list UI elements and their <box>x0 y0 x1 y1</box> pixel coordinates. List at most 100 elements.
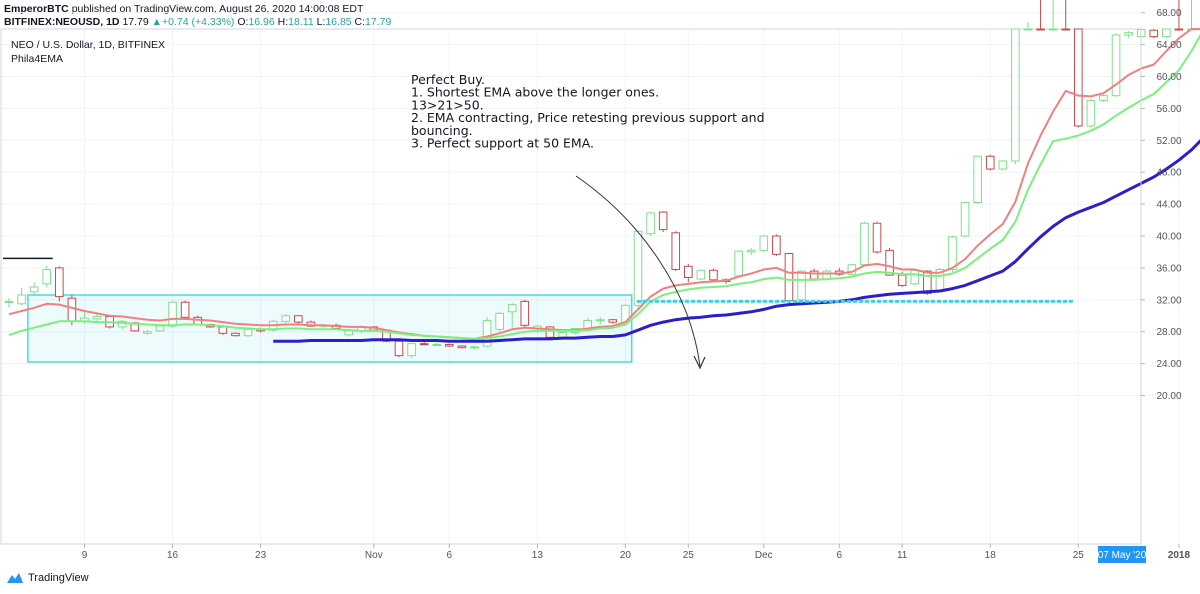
candle-bull <box>1099 94 1108 103</box>
candle-body <box>1149 29 1159 38</box>
time-tick-label: 2018 <box>1168 550 1191 561</box>
candle-bull <box>759 235 769 252</box>
time-tick-label: 18 <box>985 550 997 561</box>
candle-body <box>973 155 982 204</box>
candle-body <box>658 211 668 231</box>
candle-bear <box>885 247 894 276</box>
author-name[interactable]: EmperorBTC <box>4 3 69 15</box>
candle-bull <box>4 298 14 308</box>
candle-bear <box>1036 0 1045 31</box>
candle-bear <box>1174 0 1184 31</box>
price-tick-label: 24.00 <box>1156 359 1181 370</box>
candle-body <box>797 270 806 301</box>
candle-bear <box>671 231 681 272</box>
candle-body <box>457 345 467 349</box>
candle-bull <box>1086 98 1096 128</box>
indicator-legend[interactable]: Phila4EMA <box>11 53 63 65</box>
candle-body <box>507 304 517 313</box>
price-tick-label: 64.00 <box>1156 40 1181 51</box>
price-tick-label: 32.00 <box>1156 295 1181 306</box>
candle-body <box>633 230 643 306</box>
candle-bull <box>860 221 869 267</box>
candle-bull <box>482 317 492 348</box>
candle-bull <box>1111 33 1121 98</box>
candle-bull <box>633 230 643 308</box>
candle-body <box>545 326 555 338</box>
time-tick-label: 6 <box>836 550 842 561</box>
footer: TradingView <box>6 572 89 584</box>
time-tick-label: 20 <box>620 550 632 561</box>
candle-bull <box>1124 31 1133 39</box>
candle-bull <box>407 342 416 359</box>
chart-grid <box>1 12 1180 544</box>
candle-body <box>671 232 681 270</box>
candle-bear <box>294 314 303 324</box>
symbol-label: BITFINEX:NEOUSD, 1D <box>4 16 120 28</box>
time-tick-label: 25 <box>1073 550 1085 561</box>
candle-bear <box>520 299 530 327</box>
candle-bear <box>231 332 240 337</box>
candle-bear <box>784 252 794 302</box>
candle-body <box>985 155 995 170</box>
time-tick-label: 25 <box>683 550 695 561</box>
candle-bull <box>797 270 806 302</box>
candle-bear <box>1149 29 1159 39</box>
candle-body <box>608 319 618 323</box>
candle-body <box>734 250 743 277</box>
candle-body <box>646 212 655 235</box>
price-axis: 20.00 24.00 28.00 32.00 36.00 40.00 44.00 48.00… <box>1140 8 1182 544</box>
price-tick-label: 68.00 <box>1156 8 1181 19</box>
time-axis: 9 16 23 Nov 6 13 20 25 Dec 6 11 18 25 2018 07 May '20 <box>82 544 1191 563</box>
candle-body <box>923 270 932 294</box>
price-tick-label: 20.00 <box>1156 391 1181 402</box>
price-tick-label: 44.00 <box>1156 200 1181 211</box>
candle-body <box>948 236 957 270</box>
candle-bull <box>495 311 504 332</box>
candle-body <box>419 343 429 346</box>
candle-bull <box>92 313 102 323</box>
candle-body <box>885 249 894 276</box>
close-label: C: <box>354 16 366 28</box>
time-tick-label: 13 <box>532 550 544 561</box>
candle-bull <box>17 287 26 306</box>
instrument-legend[interactable]: NEO / U.S. Dollar, 1D, BITFINEX <box>11 39 165 51</box>
candle-bull <box>734 250 743 278</box>
ema-layer <box>8 28 1200 343</box>
arrow-head-icon <box>693 355 706 370</box>
candle-body <box>784 253 794 302</box>
candle-body <box>1048 28 1058 31</box>
annotation-line: 13>21>50. <box>411 97 484 112</box>
candle-body <box>809 270 819 280</box>
price-tick-label: 40.00 <box>1156 232 1181 243</box>
candle-body <box>558 331 567 338</box>
candle-body <box>1061 28 1071 31</box>
annotation-line: Perfect Buy. <box>411 72 485 87</box>
candle-bull <box>243 328 253 338</box>
candle-bull <box>432 342 442 347</box>
candle-bear <box>772 234 781 256</box>
footer-brand[interactable]: TradingView <box>28 572 89 584</box>
annotation-line: bouncing. <box>411 123 473 138</box>
candle-body <box>746 249 756 253</box>
last-price: 17.79 <box>122 16 149 28</box>
candle-body <box>822 270 832 280</box>
candle-bear <box>445 343 454 347</box>
candle-bear <box>1074 28 1083 128</box>
candle-bull <box>1011 28 1020 165</box>
annotation-arrow <box>575 175 701 367</box>
annotation-line: 3. Perfect support at 50 EMA. <box>411 136 594 151</box>
time-tick-label: 23 <box>255 550 267 561</box>
candle-body <box>92 316 102 320</box>
candle-bear <box>658 211 668 233</box>
change-arrow-icon: ▲ <box>151 16 163 28</box>
candle-body <box>445 343 454 347</box>
candle-bull <box>646 212 655 236</box>
candle-body <box>960 202 970 237</box>
time-tick-label: 6 <box>447 550 453 561</box>
candle-body <box>294 315 303 323</box>
candle-body <box>180 301 190 318</box>
candle-body <box>394 340 404 357</box>
candle-bull <box>281 314 291 323</box>
time-tick-label: Nov <box>365 550 383 561</box>
